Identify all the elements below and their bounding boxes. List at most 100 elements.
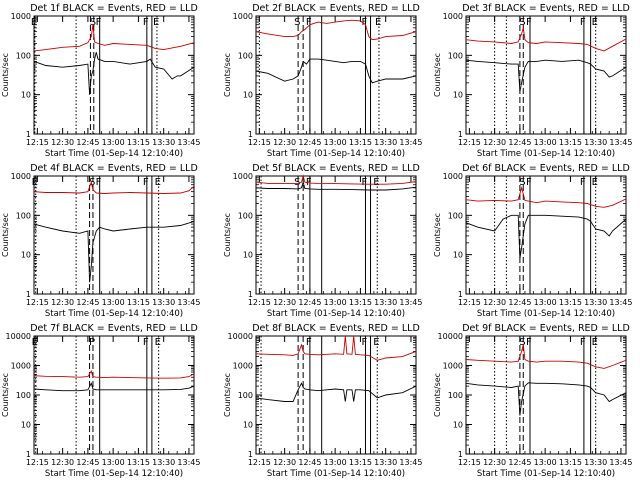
x-tick-label: 13:00 bbox=[102, 138, 125, 147]
x-tick-label: 13:45 bbox=[399, 458, 422, 467]
x-tick-label: 12:30 bbox=[51, 138, 74, 147]
y-tick-label: 1000 bbox=[443, 172, 463, 181]
y-tick-label: 100 bbox=[238, 51, 253, 60]
marker-label: P bbox=[89, 337, 95, 348]
plot-frame bbox=[33, 15, 195, 135]
plot-frame bbox=[255, 15, 417, 135]
x-tick-label: 13:30 bbox=[584, 138, 607, 147]
marker-label: S bbox=[519, 177, 525, 188]
marker-label: F bbox=[143, 337, 149, 348]
series-events-line bbox=[465, 382, 627, 416]
x-tick-label: 13:15 bbox=[127, 138, 150, 147]
marker-label: E bbox=[32, 337, 38, 348]
y-tick-label: 1000 bbox=[11, 12, 31, 21]
x-tick-label: 13:45 bbox=[177, 138, 200, 147]
x-tick-label: 13:00 bbox=[324, 298, 347, 307]
plot-frame bbox=[465, 335, 627, 455]
y-tick-label: 1 bbox=[26, 290, 31, 299]
panel-4: Det 4f BLACK = Events, RED = LLD 1 10 100 10… bbox=[1, 163, 200, 319]
marker-label: E bbox=[155, 337, 161, 348]
y-tick-label: 1000 bbox=[233, 12, 253, 21]
x-tick-label: 13:00 bbox=[102, 298, 125, 307]
panel-title: Det 1f BLACK = Events, RED = LLD bbox=[30, 3, 198, 14]
marker-label: F bbox=[96, 17, 102, 28]
x-tick-label: 12:15 bbox=[458, 138, 481, 147]
series-events-line bbox=[33, 382, 195, 392]
series-events-line bbox=[255, 180, 417, 191]
y-tick-label: 10 bbox=[243, 421, 253, 430]
y-axis-label: Counts/sec bbox=[223, 53, 232, 97]
marker-label: F bbox=[143, 177, 149, 188]
marker-label: E bbox=[155, 177, 161, 188]
x-tick-label: 12:15 bbox=[26, 458, 49, 467]
x-tick-label: 12:30 bbox=[273, 458, 296, 467]
y-tick-label: 10 bbox=[21, 251, 31, 260]
x-tick-label: 13:45 bbox=[609, 298, 632, 307]
panel-title: Det 5f BLACK = Events, RED = LLD bbox=[252, 163, 420, 174]
y-axis-label: Counts/sec bbox=[223, 373, 232, 417]
marker-label: F bbox=[96, 177, 102, 188]
marker-label: F bbox=[306, 337, 312, 348]
series-lld-line bbox=[255, 174, 417, 185]
series-lld-line bbox=[255, 19, 417, 41]
x-tick-label: 12:15 bbox=[458, 298, 481, 307]
marker-label: E bbox=[373, 177, 379, 188]
marker-label: E bbox=[373, 337, 379, 348]
y-tick-label: 100 bbox=[238, 211, 253, 220]
y-axis-label: Counts/sec bbox=[223, 213, 232, 257]
x-tick-label: 13:00 bbox=[324, 458, 347, 467]
y-axis-label: Counts/sec bbox=[1, 213, 10, 257]
x-tick-label: 13:30 bbox=[152, 138, 175, 147]
marker-label: E bbox=[592, 337, 598, 348]
x-tick-label: 12:15 bbox=[26, 298, 49, 307]
x-axis-label: Start Time (01-Sep-14 12:10:40) bbox=[45, 309, 183, 319]
marker-label: S bbox=[89, 177, 95, 188]
x-tick-label: 12:30 bbox=[273, 138, 296, 147]
y-tick-label: 100 bbox=[16, 51, 31, 60]
y-tick-label: 100 bbox=[448, 391, 463, 400]
x-tick-label: 13:00 bbox=[534, 138, 557, 147]
panel-6: Det 6f BLACK = Events, RED = LLD 1 10 100 10… bbox=[433, 163, 632, 319]
x-tick-label: 12:45 bbox=[76, 298, 99, 307]
marker-label: E bbox=[31, 17, 37, 28]
x-tick-label: 12:15 bbox=[458, 458, 481, 467]
panel-title: Det 3f BLACK = Events, RED = LLD bbox=[462, 3, 630, 14]
y-tick-label: 1000 bbox=[443, 362, 463, 371]
marker-label: S bbox=[90, 17, 96, 28]
plot-frame bbox=[465, 15, 627, 135]
x-tick-label: 13:30 bbox=[374, 298, 397, 307]
marker-label: E bbox=[153, 17, 159, 28]
y-axis-label: Counts/sec bbox=[433, 373, 442, 417]
x-axis-label: Start Time (01-Sep-14 12:10:40) bbox=[477, 469, 615, 479]
marker-label: F bbox=[580, 177, 586, 188]
marker-label: F bbox=[143, 17, 149, 28]
x-tick-label: 13:15 bbox=[559, 298, 582, 307]
y-tick-label: 1 bbox=[248, 290, 253, 299]
marker-label: E bbox=[592, 17, 598, 28]
x-axis-label: Start Time (01-Sep-14 12:10:40) bbox=[267, 309, 405, 319]
x-tick-label: 12:30 bbox=[483, 298, 506, 307]
x-tick-label: 13:15 bbox=[349, 458, 372, 467]
y-tick-label: 100 bbox=[448, 211, 463, 220]
plot-frame bbox=[33, 335, 195, 455]
series-events-line bbox=[255, 58, 417, 84]
marker-label: S bbox=[519, 337, 525, 348]
y-tick-label: 1 bbox=[26, 450, 31, 459]
y-tick-label: 100 bbox=[16, 211, 31, 220]
x-tick-label: 13:00 bbox=[102, 458, 125, 467]
x-tick-label: 13:00 bbox=[534, 458, 557, 467]
x-tick-label: 13:45 bbox=[177, 298, 200, 307]
x-axis-label: Start Time (01-Sep-14 12:10:40) bbox=[477, 309, 615, 319]
x-tick-label: 12:45 bbox=[298, 458, 321, 467]
x-tick-label: 13:30 bbox=[584, 298, 607, 307]
plot-frame bbox=[465, 175, 627, 295]
x-tick-label: 13:15 bbox=[349, 138, 372, 147]
marker-label: F bbox=[526, 17, 532, 28]
marker-label: S bbox=[294, 17, 300, 28]
x-tick-label: 13:45 bbox=[177, 458, 200, 467]
marker-label: E bbox=[592, 177, 598, 188]
series-events-line bbox=[255, 382, 417, 402]
y-tick-label: 1000 bbox=[233, 172, 253, 181]
y-axis-label: Counts/sec bbox=[1, 373, 10, 417]
marker-label: F bbox=[526, 337, 532, 348]
